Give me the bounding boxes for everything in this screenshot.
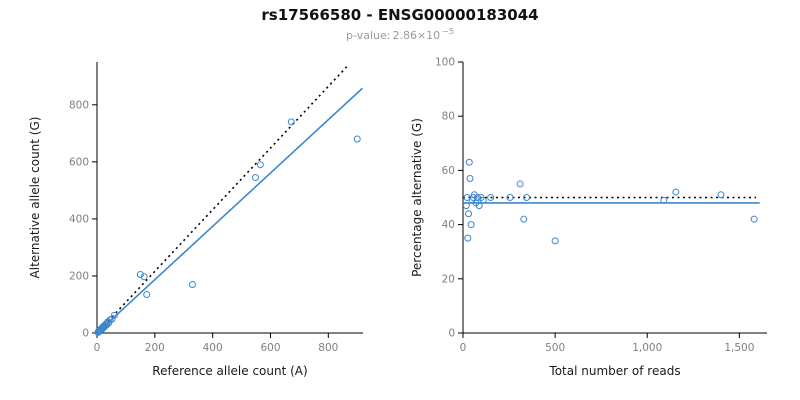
scatter-point <box>136 271 144 279</box>
y-tick-label: 40 <box>442 219 455 231</box>
left-scatter-plot: 0 200 400 600 800 0 200 400 600 800 Reference alle… <box>28 62 363 378</box>
scatter-point <box>551 237 559 245</box>
y-tick-label: 60 <box>442 165 455 177</box>
scatter-point <box>672 188 680 196</box>
y-tick-label: 600 <box>69 156 89 168</box>
y-axis-title: Alternative allele count (G) <box>28 117 42 279</box>
x-axis-title: Total number of reads <box>548 364 680 378</box>
y-tick-label: 200 <box>69 270 89 282</box>
scatter-point <box>465 210 473 218</box>
p-value-exponent: −5 <box>442 27 454 36</box>
x-tick-label: 200 <box>145 342 165 354</box>
identity-line <box>96 64 350 334</box>
y-tick-label: 0 <box>448 328 455 340</box>
scatter-point <box>473 194 481 201</box>
scatter-point <box>479 196 487 204</box>
x-tick-label: 500 <box>545 342 565 354</box>
scatter-point <box>516 180 524 188</box>
scatter-point <box>287 118 295 126</box>
regression-line <box>96 87 363 334</box>
scatter-point <box>256 161 264 169</box>
x-tick-label: 0 <box>460 342 467 354</box>
x-tick-label: 800 <box>318 342 338 354</box>
scatter-point <box>466 175 474 183</box>
scatter-point <box>143 290 151 298</box>
scatter-point <box>251 174 259 182</box>
scatter-point <box>506 194 514 201</box>
y-tick-label: 80 <box>442 111 455 123</box>
scatter-point <box>487 194 495 201</box>
scatter-point <box>464 234 472 242</box>
x-tick-label: 1,500 <box>724 342 754 354</box>
y-axis-title: Percentage alternative (G) <box>410 118 424 277</box>
scatter-point <box>660 196 668 204</box>
p-value-base: 2.86×10 <box>392 28 441 42</box>
scatter-point <box>110 311 118 319</box>
scatter-point <box>140 273 148 281</box>
scatter-point <box>523 194 531 201</box>
x-tick-label: 1,000 <box>632 342 662 354</box>
y-tick-label: 800 <box>69 99 89 111</box>
p-value-subtitle: p-value: 2.86×10 −5 <box>0 27 800 42</box>
plot-title: rs17566580 - ENSG00000183044 <box>261 6 539 24</box>
y-tick-label: 20 <box>442 273 455 285</box>
y-tick-label: 400 <box>69 213 89 225</box>
scatter-point <box>108 315 116 323</box>
y-tick-label: 0 <box>82 328 89 340</box>
x-tick-label: 0 <box>94 342 101 354</box>
scatter-point <box>467 221 475 229</box>
scatter-point <box>465 158 473 166</box>
scatter-point <box>188 281 196 289</box>
scatter-point <box>462 202 470 210</box>
scatter-point <box>750 215 758 223</box>
p-value-label: p-value: <box>346 28 391 42</box>
scatter-point <box>475 202 483 210</box>
y-tick-label: 100 <box>435 57 455 69</box>
x-tick-label: 600 <box>260 342 280 354</box>
scatter-point <box>353 135 361 143</box>
x-tick-label: 400 <box>203 342 223 354</box>
scatter-point <box>103 321 111 329</box>
x-axis-title: Reference allele count (A) <box>152 364 307 378</box>
right-scatter-plot: 0 500 1,000 1,500 0 20 40 60 80 100 Total number o… <box>410 57 767 378</box>
scatter-point <box>520 215 528 223</box>
scatter-point <box>717 191 725 199</box>
